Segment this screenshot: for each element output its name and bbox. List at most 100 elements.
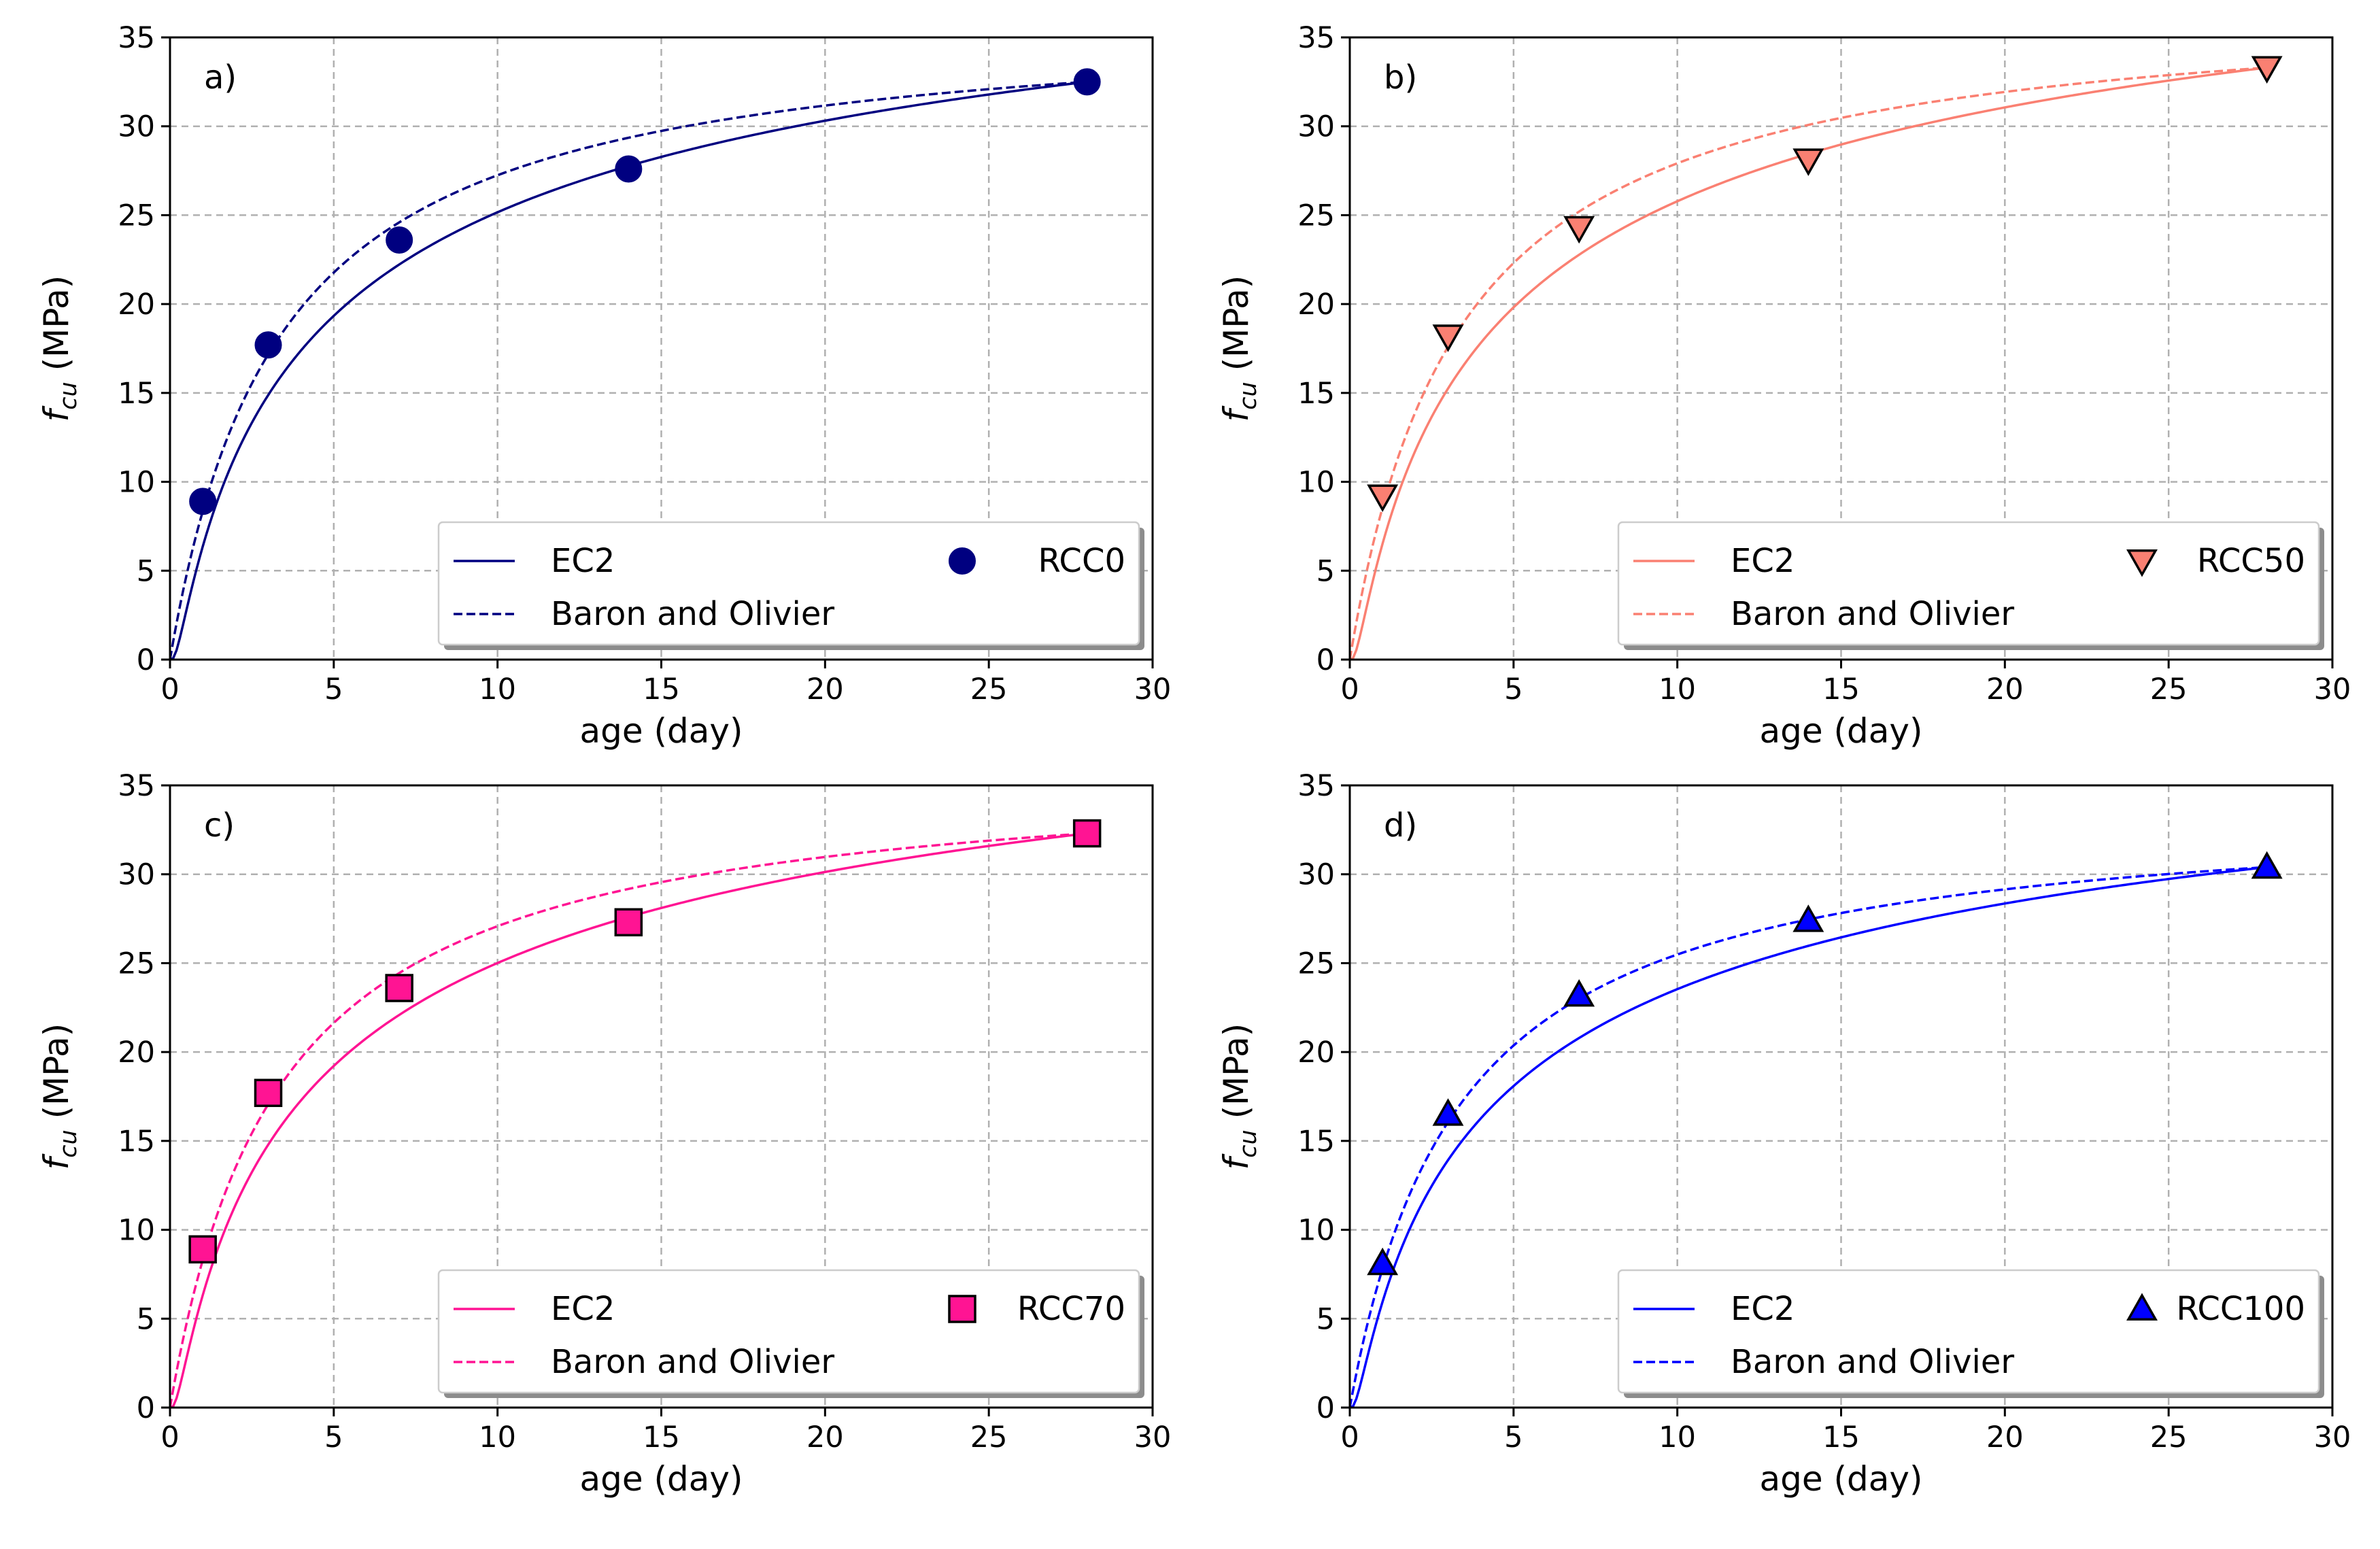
x-tick-label: 10 xyxy=(1659,673,1696,707)
data-point xyxy=(189,488,217,515)
x-tick-label: 15 xyxy=(643,1420,680,1454)
x-tick-label: 15 xyxy=(1822,673,1860,707)
legend-label-ec2: EC2 xyxy=(1731,542,1795,580)
x-tick-label: 15 xyxy=(1822,1420,1860,1454)
x-axis-label: age (day) xyxy=(1759,711,1922,751)
data-point xyxy=(385,974,413,1002)
panel-label: b) xyxy=(1384,58,1417,97)
y-tick-label: 0 xyxy=(1316,643,1335,677)
data-point xyxy=(1563,978,1595,1007)
legend-label-baron-olivier: Baron and Olivier xyxy=(551,1343,834,1381)
data-point xyxy=(254,1078,283,1108)
legend-label-ec2: EC2 xyxy=(1731,1290,1795,1328)
y-tick-label: 10 xyxy=(118,1214,155,1248)
y-tick-label: 30 xyxy=(118,110,155,144)
data-point xyxy=(1432,1098,1464,1126)
y-tick-label: 25 xyxy=(1297,199,1335,233)
series-line-ec2 xyxy=(1349,866,2267,1409)
y-tick-label: 30 xyxy=(118,858,155,892)
legend: EC2 Baron and Olivier RCC100 xyxy=(1617,1269,2324,1398)
x-tick-label: 20 xyxy=(806,1420,844,1454)
x-tick-label: 15 xyxy=(643,673,680,707)
data-point xyxy=(614,908,643,937)
legend-marker xyxy=(2126,1293,2158,1321)
legend-marker xyxy=(948,1295,976,1323)
x-tick-label: 0 xyxy=(160,1420,179,1454)
chart-panel-1: 0 5 10 15 20 25 30 0 5 10 15 20 25 30 35 age (day) fcu (… xyxy=(37,21,1171,751)
legend-label-data: RCC100 xyxy=(2176,1290,2305,1328)
y-tick-label: 10 xyxy=(118,466,155,500)
legend: EC2 Baron and Olivier RCC70 xyxy=(437,1269,1144,1398)
legend-label-data: RCC70 xyxy=(1017,1290,1125,1328)
legend-label-data: RCC0 xyxy=(1038,542,1125,580)
x-tick-label: 30 xyxy=(2314,673,2351,707)
x-tick-label: 10 xyxy=(479,1420,516,1454)
series-line-baron-and-olivier xyxy=(169,80,1087,660)
data-point xyxy=(1072,819,1102,848)
y-axis-label: fcu (MPa) xyxy=(37,275,82,422)
y-tick-label: 25 xyxy=(118,199,155,233)
y-tick-label: 5 xyxy=(1316,1302,1335,1336)
y-tick-label: 0 xyxy=(137,643,155,677)
y-axis-label: fcu (MPa) xyxy=(1217,275,1262,422)
x-tick-label: 25 xyxy=(970,1420,1008,1454)
x-axis-label: age (day) xyxy=(579,1459,743,1499)
y-tick-label: 25 xyxy=(118,947,155,981)
series-line-baron-and-olivier xyxy=(169,832,1087,1408)
y-tick-label: 20 xyxy=(118,1036,155,1070)
y-tick-label: 35 xyxy=(1297,769,1335,803)
x-tick-label: 10 xyxy=(1659,1420,1696,1454)
panel-label: d) xyxy=(1384,806,1417,845)
x-tick-label: 20 xyxy=(1986,1420,2024,1454)
x-tick-label: 25 xyxy=(2150,673,2188,707)
y-tick-label: 0 xyxy=(1316,1391,1335,1425)
y-tick-label: 25 xyxy=(1297,947,1335,981)
data-point xyxy=(615,155,643,183)
x-tick-label: 10 xyxy=(479,673,516,707)
y-tick-label: 35 xyxy=(1297,21,1335,55)
x-tick-label: 25 xyxy=(970,673,1008,707)
legend-label-ec2: EC2 xyxy=(551,1290,615,1328)
y-tick-label: 20 xyxy=(1297,1036,1335,1070)
chart-panel-3: 0 5 10 15 20 25 30 0 5 10 15 20 25 30 35 age (day) fcu (… xyxy=(37,769,1171,1499)
legend-label-baron-olivier: Baron and Olivier xyxy=(1731,1343,2014,1381)
y-axis-label: fcu (MPa) xyxy=(37,1023,82,1170)
panel-label: c) xyxy=(204,806,235,845)
y-tick-label: 30 xyxy=(1297,110,1335,144)
chart-panel-4: 0 5 10 15 20 25 30 0 5 10 15 20 25 30 35 age (day) fcu (… xyxy=(1217,769,2351,1499)
y-tick-label: 35 xyxy=(118,21,155,55)
x-tick-label: 5 xyxy=(324,1420,343,1454)
data-point xyxy=(1432,324,1464,352)
y-tick-label: 20 xyxy=(118,288,155,322)
x-tick-label: 20 xyxy=(1986,673,2024,707)
data-point xyxy=(254,331,282,359)
y-tick-label: 15 xyxy=(118,377,155,411)
data-point xyxy=(1367,484,1399,512)
data-point xyxy=(1792,148,1824,176)
data-point xyxy=(2251,56,2283,84)
x-tick-label: 0 xyxy=(1340,673,1359,707)
data-point xyxy=(1792,904,1824,932)
legend: EC2 Baron and Olivier RCC50 xyxy=(1617,521,2324,650)
y-axis-label: fcu (MPa) xyxy=(1217,1023,1262,1170)
series-line-baron-and-olivier xyxy=(1348,66,2267,660)
x-tick-label: 30 xyxy=(2314,1420,2351,1454)
x-tick-label: 5 xyxy=(324,673,343,707)
y-tick-label: 15 xyxy=(1297,1125,1335,1159)
data-point xyxy=(188,1235,217,1264)
legend-label-ec2: EC2 xyxy=(551,542,615,580)
x-tick-label: 30 xyxy=(1134,673,1172,707)
y-tick-label: 15 xyxy=(118,1125,155,1159)
y-tick-label: 30 xyxy=(1297,858,1335,892)
y-tick-label: 5 xyxy=(137,554,155,588)
data-point xyxy=(1563,216,1595,244)
data-point xyxy=(1073,68,1101,96)
y-tick-label: 15 xyxy=(1297,377,1335,411)
data-point xyxy=(2251,851,2283,879)
y-tick-label: 5 xyxy=(1316,554,1335,588)
chart-panel-2: 0 5 10 15 20 25 30 0 5 10 15 20 25 30 35 age (day) fcu (… xyxy=(1217,21,2351,751)
legend-label-data: RCC50 xyxy=(2197,542,2305,580)
x-tick-label: 5 xyxy=(1504,1420,1523,1454)
legend-label-baron-olivier: Baron and Olivier xyxy=(551,595,834,633)
